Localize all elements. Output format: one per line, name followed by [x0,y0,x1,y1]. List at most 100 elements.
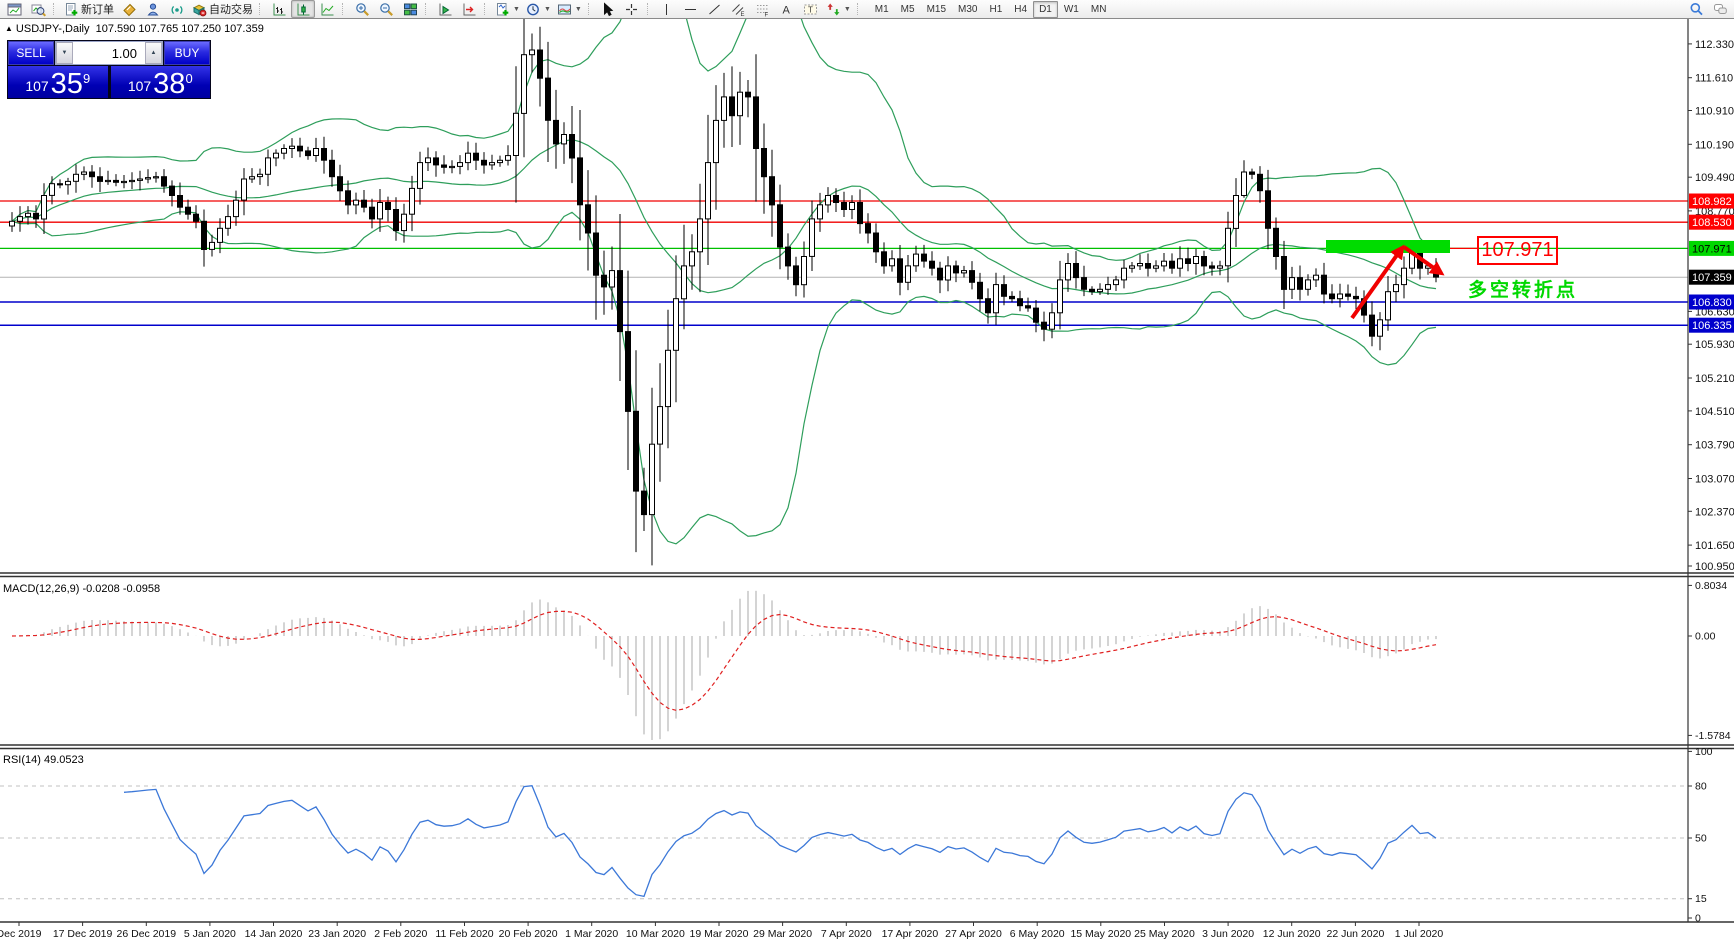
new-chart-button[interactable] [2,0,26,18]
templates-button[interactable]: ▼ [554,0,585,18]
candle-body [217,227,223,243]
candle-body [1217,265,1223,269]
volume-increase-button[interactable]: ▲ [145,42,162,64]
auto-scroll-button[interactable] [433,0,457,18]
search-icon [1689,2,1704,17]
time-axis-label: 25 May 2020 [1134,928,1195,940]
price-tick-label: 109.490 [1695,172,1734,184]
fibonacci-retracement-tool-button[interactable]: F [751,0,775,18]
candle-body [1273,227,1279,258]
candle-body [633,410,639,492]
time-axis-label: 26 Dec 2019 [117,928,177,940]
price-tick-label: 100.950 [1695,561,1734,573]
candle-body [441,164,447,168]
price-badge [1689,294,1734,310]
equidistant-channel-tool-button[interactable]: E [727,0,751,18]
text-tool-button[interactable]: A [775,0,799,18]
price-annotation-box[interactable]: 107.971 [1477,236,1558,265]
arrows-tool-button[interactable]: ▼ [823,0,854,18]
expert-advisors-button[interactable] [141,0,165,18]
candle-body [1337,293,1343,300]
candle-body [1185,258,1191,264]
vertical-line-tool-button[interactable] [655,0,679,18]
collapse-arrow-icon[interactable]: ▲ [5,24,13,33]
cursor-tool-button[interactable] [596,0,620,18]
toolbar-group [433,0,481,18]
line-chart-mode-button[interactable] [315,0,339,18]
periods-button[interactable]: ▼ [523,0,554,18]
toolbar-separator [259,3,264,15]
candlestick-mode-button[interactable] [291,0,315,18]
candle-body [1001,284,1007,297]
candle-body [1097,288,1103,293]
auto-trading-button[interactable]: 自动交易 [189,0,256,18]
candle-body [433,157,439,166]
timeframe-m1-button[interactable]: M1 [874,3,889,15]
timeframe-w1-button[interactable]: W1 [1063,3,1079,15]
trendline-tool-button[interactable] [703,0,727,18]
sell-price-panel[interactable]: 107 35 9 [8,66,108,99]
candle-body [737,91,743,117]
chat-button[interactable] [1708,0,1732,18]
chevron-down-icon[interactable]: ▼ [543,5,551,13]
candle-body [1025,305,1031,309]
time-axis-label: 19 Mar 2020 [690,928,749,940]
crosshair-tool-button[interactable] [620,0,644,18]
arrow-down-segment[interactable] [1402,245,1445,276]
volume-decrease-button[interactable]: ▼ [56,42,73,64]
candle-body [481,159,487,166]
sell-button[interactable]: SELL [8,41,54,65]
resistance-zone-rect[interactable] [1326,240,1450,253]
time-axis-label: 3 Jun 2020 [1202,928,1254,940]
auto-trading-label: 自动交易 [209,4,253,16]
timeframe-toolbar: M1 M5 M15 M30 H1 H4 D1 W1 MN [869,0,1113,18]
zoom-out-button[interactable] [374,0,398,18]
timeframe-mn-button[interactable]: MN [1090,3,1107,15]
candle-body [41,195,47,220]
toolbar-separator [425,3,430,15]
buy-price-panel[interactable]: 107 38 0 [110,66,210,99]
candle-body [377,202,383,220]
candle-body [937,267,943,281]
zoom-in-icon [355,2,370,17]
candle-body [1201,256,1207,267]
chart-profiles-button[interactable] [26,0,50,18]
candle-body [1193,256,1199,264]
timeframe-m15-button[interactable]: M15 [926,3,947,15]
zoom-in-button[interactable] [350,0,374,18]
turning-point-note[interactable]: 多空转折点 [1468,280,1579,301]
search-button[interactable] [1684,0,1708,18]
signals-button[interactable] [165,0,189,18]
price-tick-label: 103.790 [1695,440,1734,452]
timeframe-m5-button[interactable]: M5 [900,3,915,15]
time-axis[interactable]: Dec 2019 17 Dec 2019 26 Dec 2019 5 Jan 2020… [0,922,1443,940]
sell-price-prefix: 107 [25,78,49,94]
chevron-down-icon[interactable]: ▼ [843,5,851,13]
chevron-down-icon[interactable]: ▼ [513,5,520,13]
timeframe-h4-button[interactable]: H4 [1014,3,1028,15]
text-label-tool-button[interactable]: T [799,0,823,18]
tile-windows-button[interactable] [398,0,422,18]
candle-body [1129,265,1135,269]
candle-body [345,190,351,206]
price-tick-label: 105.210 [1695,373,1734,385]
pane-separators[interactable] [0,572,1734,750]
bar-chart-mode-button[interactable] [267,0,291,18]
time-axis-label: 2 Feb 2020 [374,928,427,940]
new-order-button[interactable]: 新订单 [61,0,117,18]
arrow-up-segment[interactable] [1350,244,1405,320]
indicators-list-button[interactable]: ▼ [492,0,523,18]
buy-button[interactable]: BUY [164,41,210,65]
candle-body [489,162,495,166]
timeframe-d1-button[interactable]: D1 [1033,0,1058,18]
candle-body [209,241,215,250]
timeframe-h1-button[interactable]: H1 [989,3,1003,15]
metaeditor-button[interactable] [117,0,141,18]
horizontal-line-tool-button[interactable] [679,0,703,18]
candle-body [73,173,79,182]
chart-shift-button[interactable] [457,0,481,18]
timeframe-m30-button[interactable]: M30 [958,3,978,15]
volume-input[interactable]: 1.00 [111,45,137,61]
chevron-down-icon[interactable]: ▼ [574,5,582,13]
